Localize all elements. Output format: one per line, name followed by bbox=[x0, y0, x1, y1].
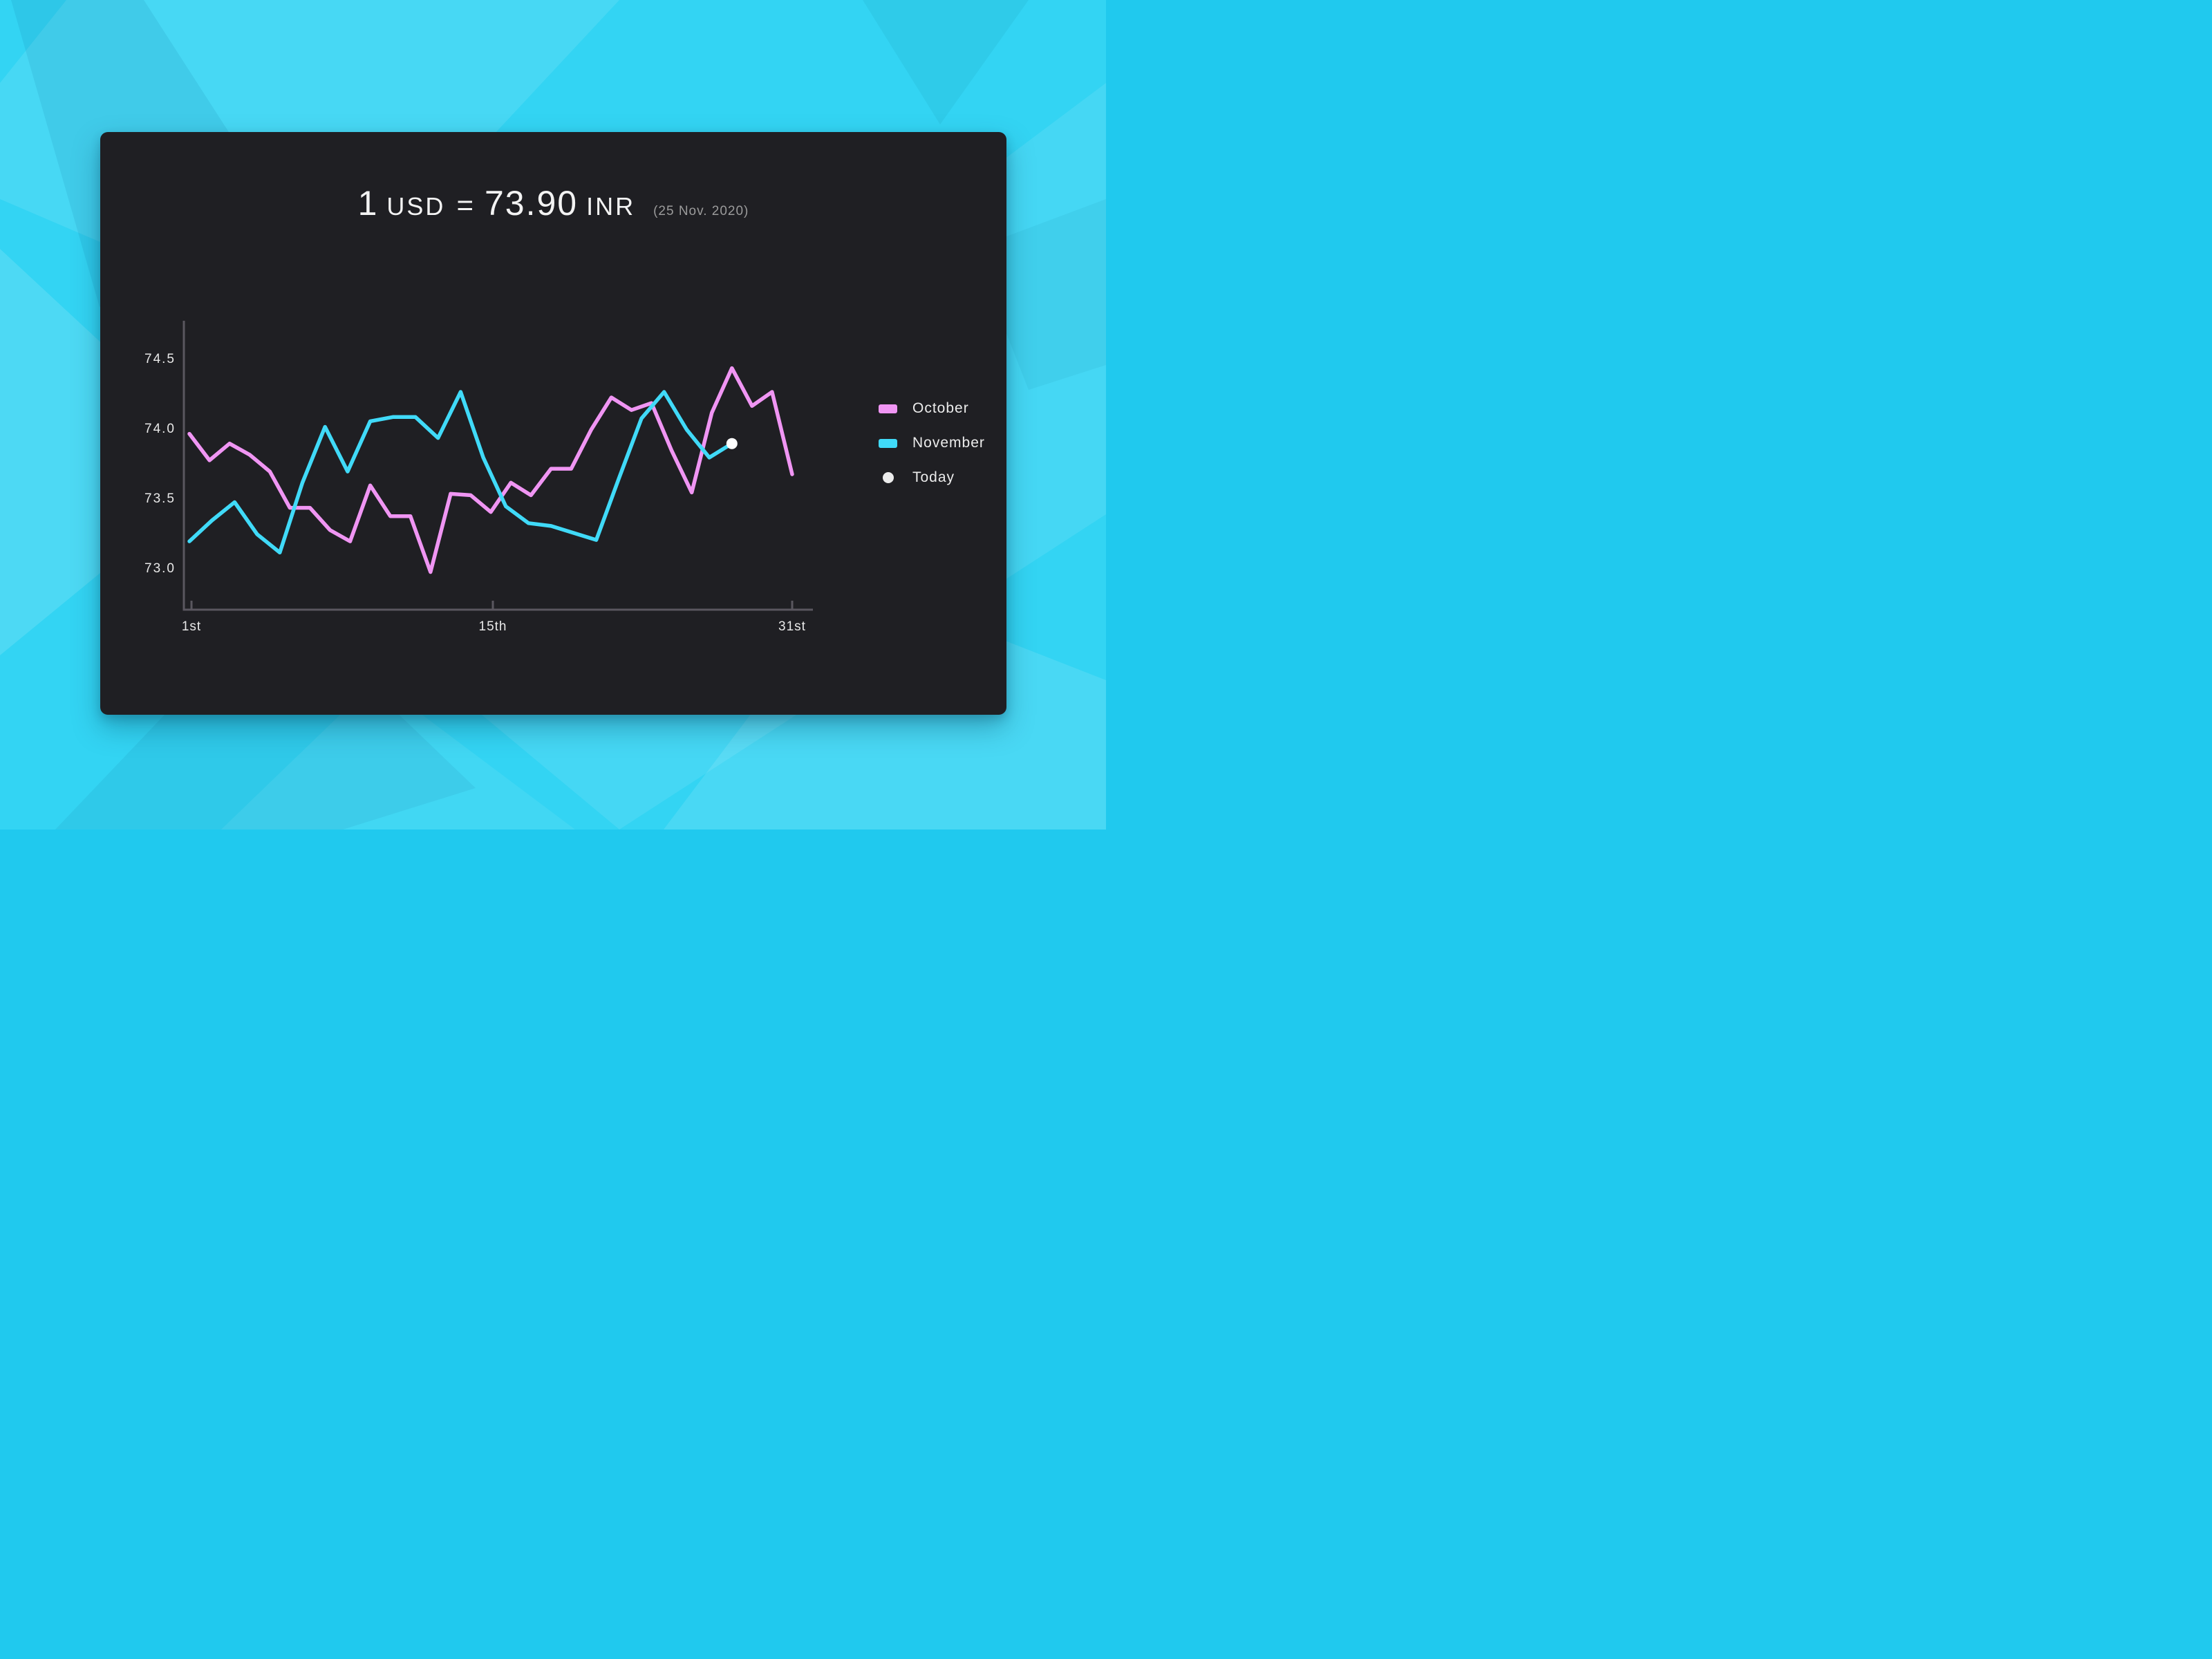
y-axis-label: 74.0 bbox=[144, 422, 176, 436]
x-axis-label: 1st bbox=[181, 619, 202, 634]
legend-item-today[interactable]: Today bbox=[879, 467, 985, 488]
exchange-rate-card: 1 USD = 73.90 INR (25 Nov. 2020) bbox=[100, 132, 1006, 715]
base-amount: 1 bbox=[357, 184, 379, 223]
y-axis-label: 73.5 bbox=[144, 491, 176, 506]
series-line-october bbox=[187, 366, 794, 574]
today-marker[interactable] bbox=[726, 438, 738, 449]
chart-canvas[interactable] bbox=[0, 0, 1106, 830]
series-line-november bbox=[187, 390, 734, 555]
legend-item-november[interactable]: November bbox=[879, 433, 985, 453]
quote-currency-label: INR bbox=[586, 192, 636, 221]
rate-value: 73.90 bbox=[484, 184, 579, 223]
axis-lines bbox=[182, 321, 813, 611]
october-line-swatch-icon bbox=[879, 404, 897, 413]
y-axis-label: 74.5 bbox=[144, 352, 176, 366]
chart-legend: October November Today bbox=[879, 398, 985, 502]
november-line-swatch-icon bbox=[879, 438, 897, 448]
legend-item-label: Today bbox=[912, 469, 955, 485]
legend-item-label: October bbox=[912, 400, 969, 416]
equals-sign: = bbox=[456, 189, 474, 221]
y-axis-label: 73.0 bbox=[144, 561, 176, 576]
base-currency-label: USD bbox=[386, 192, 446, 221]
today-dot-icon bbox=[883, 472, 894, 483]
x-axis-label: 15th bbox=[478, 619, 507, 634]
legend-item-label: November bbox=[912, 435, 985, 451]
x-axis-label: 31st bbox=[778, 619, 806, 634]
page-title: 1 USD = 73.90 INR (25 Nov. 2020) bbox=[100, 183, 1006, 223]
page-background: 1 USD = 73.90 INR (25 Nov. 2020) 74.5 74… bbox=[0, 0, 1106, 830]
rate-date-note: (25 Nov. 2020) bbox=[653, 204, 749, 218]
legend-item-october[interactable]: October bbox=[879, 398, 985, 419]
